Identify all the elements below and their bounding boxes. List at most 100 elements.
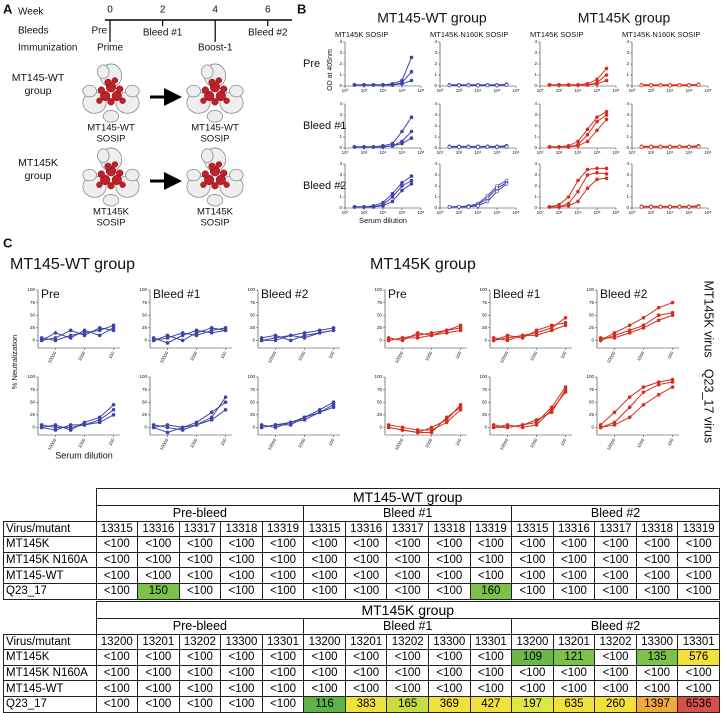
cell: <100	[138, 537, 180, 553]
y-tick-label: 1	[626, 134, 629, 139]
column-header: 13200	[304, 634, 346, 650]
data-point	[83, 423, 86, 426]
cell: <100	[221, 665, 263, 681]
data-point	[210, 331, 213, 334]
group-label: MT145-WT	[12, 72, 65, 84]
cell: <100	[138, 552, 180, 568]
data-table: MT145K groupPre-bleedBleed #1Bleed #2Vir…	[3, 601, 720, 713]
y-tick-label: 75	[589, 300, 595, 305]
data-point	[605, 110, 608, 113]
y-tick-label: 25	[377, 325, 383, 330]
data-point	[401, 185, 404, 188]
y-tick-label: 1	[626, 72, 629, 77]
y-tick-label: 25	[482, 325, 488, 330]
x-tick-label: 100	[559, 437, 567, 446]
x-tick-label: 10000	[47, 350, 58, 364]
y-tick-label: 2	[626, 123, 629, 128]
y-tick-label: 100	[27, 374, 35, 379]
data-point	[224, 401, 227, 404]
data-point	[535, 334, 538, 337]
data-point	[586, 140, 589, 143]
y-tick-label: 4	[534, 161, 537, 166]
data-point	[382, 204, 385, 207]
x-tick-label: 10⁸	[613, 150, 620, 155]
data-point	[642, 386, 645, 389]
column-header: 13319	[470, 521, 512, 537]
y-tick-label: 3	[534, 112, 537, 117]
data-point	[564, 324, 567, 327]
group-header: Pre-bleed	[96, 619, 304, 635]
column-title: MT145K SOSIP	[530, 30, 583, 39]
cell: <100	[262, 568, 304, 584]
y-tick-label: 50	[482, 312, 488, 317]
x-tick-label: 10⁶	[494, 88, 501, 93]
x-tick-label: 1000	[77, 350, 87, 362]
data-point	[410, 179, 413, 182]
data-point	[98, 421, 101, 424]
x-tick-label: 100	[219, 350, 227, 359]
data-point	[391, 200, 394, 203]
group-header: Bleed #1	[304, 506, 512, 522]
series-line	[494, 390, 566, 428]
x-tick-label: 10000	[394, 350, 405, 364]
group-header: Pre-bleed	[96, 506, 304, 522]
data-point	[492, 336, 495, 339]
data-point	[401, 336, 404, 339]
cell: <100	[470, 552, 512, 568]
x-tick-label: 1000	[529, 437, 539, 449]
cell: <100	[636, 568, 678, 584]
column-title: Bleed #2	[261, 287, 309, 301]
group-label: group	[25, 85, 52, 97]
cell: <100	[304, 537, 346, 553]
cell: 369	[429, 696, 471, 712]
data-point	[496, 145, 499, 148]
data-point	[363, 83, 366, 86]
column-header: 13316	[345, 521, 387, 537]
y-axis-title: OD at 405nm	[327, 49, 334, 91]
data-point	[506, 334, 509, 337]
y-tick-label: 0	[484, 338, 487, 343]
row-label: MT145K	[4, 537, 97, 553]
cell: <100	[429, 665, 471, 681]
data-point	[669, 205, 672, 208]
group-row: Pre-bleedBleed #1Bleed #2	[4, 619, 720, 635]
cell: <100	[345, 650, 387, 666]
column-header: 13201	[553, 634, 595, 650]
x-tick-label: 10000	[394, 437, 405, 451]
cell: <100	[553, 583, 595, 599]
data-point	[401, 142, 404, 145]
y-tick-label: 4	[434, 161, 437, 166]
cell: <100	[262, 665, 304, 681]
cell: <100	[96, 568, 138, 584]
y-tick-label: 75	[30, 300, 36, 305]
data-point	[382, 145, 385, 148]
cell: <100	[221, 681, 263, 697]
week-label: 4	[212, 5, 218, 16]
column-header: 13301	[678, 634, 720, 650]
x-tick-label: 10⁴	[475, 210, 482, 215]
cell: <100	[429, 568, 471, 584]
data-point	[558, 145, 561, 148]
cell: <100	[429, 681, 471, 697]
data-point	[372, 83, 375, 86]
data-point	[289, 339, 292, 342]
y-tick-label: 25	[482, 412, 488, 417]
cell: <100	[96, 583, 138, 599]
data-point	[430, 334, 433, 337]
y-tick-label: 0	[32, 338, 35, 343]
data-point	[596, 178, 599, 181]
corner	[4, 602, 97, 619]
x-tick-label: 10²	[361, 210, 368, 215]
column-header: 13319	[678, 521, 720, 537]
column-title: Bleed #2	[600, 287, 648, 301]
x-tick-label: 1000	[297, 437, 307, 449]
cell: <100	[636, 552, 678, 568]
data-point	[353, 145, 356, 148]
title-row: MT145-WT group	[4, 489, 720, 506]
data-point	[410, 137, 413, 140]
data-point	[564, 316, 567, 319]
data-point	[586, 187, 589, 190]
data-point	[505, 145, 508, 148]
data-point	[332, 329, 335, 332]
x-tick-label: 10⁸	[418, 150, 425, 155]
